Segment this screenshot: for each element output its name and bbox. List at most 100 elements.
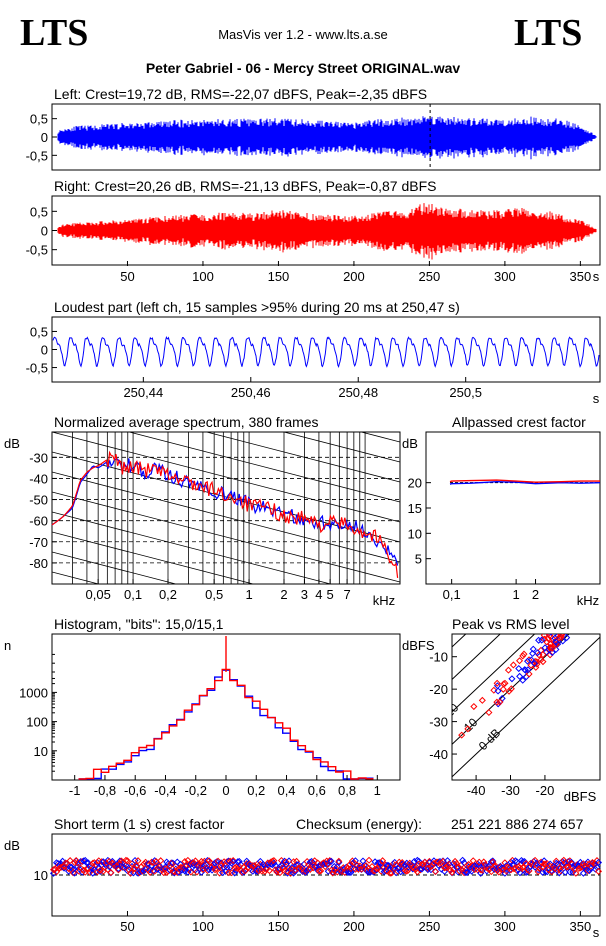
peak-rms-point: [519, 652, 527, 660]
crest-short-point: [424, 864, 432, 872]
crest-short-point: [167, 859, 175, 867]
crest-short-point: [410, 857, 418, 866]
crest-short-point: [187, 868, 195, 876]
crest-short-point: [282, 858, 290, 866]
spectrum-ytick-label: -30: [29, 450, 48, 465]
checksum-label: Checksum (energy):: [296, 816, 422, 832]
crest-short-point: [271, 862, 279, 870]
crest-short-point: [412, 865, 420, 873]
peak-rms-crest-label: 40: [404, 671, 424, 691]
peak-rms-xunit: dBFS: [564, 789, 597, 804]
crest-short-point: [285, 857, 293, 865]
crest-short-point: [471, 862, 479, 870]
spectrum-slope-line: [52, 672, 400, 762]
loudest-title: Loudest part (left ch, 15 samples >95% d…: [54, 299, 460, 315]
peak-rms-xtick-label: -30: [501, 783, 520, 798]
peak-rms-point: [529, 645, 537, 653]
peak-rms-point: [499, 685, 507, 693]
crest-short-point: [594, 867, 603, 875]
left-title: Left: Crest=19,72 dB, RMS=-22,07 dBFS, P…: [54, 86, 427, 102]
peak-rms-point: [505, 687, 513, 695]
crest-short-point: [279, 864, 287, 872]
loudest-xtick-label: 250,44: [123, 385, 163, 400]
peak-rms-point: [524, 666, 532, 674]
histogram-xtick-label: -0,8: [94, 783, 116, 798]
right-title: Right: Crest=20,26 dB, RMS=-21,13 dBFS, …: [54, 178, 436, 194]
crest-short-point: [114, 866, 122, 874]
crest-short-point: [576, 858, 584, 866]
peak-rms-xtick-label: -40: [467, 783, 486, 798]
histogram-right-series: [78, 668, 374, 780]
spectrum-ytick-label: -40: [29, 471, 48, 486]
histogram-xtick-label: -0,4: [154, 783, 176, 798]
crest-short-point: [157, 857, 165, 865]
loudest-xunit: s: [593, 391, 600, 406]
crest-short-point: [522, 859, 530, 868]
crest-short-point: [188, 859, 196, 867]
peak-rms-point: [458, 731, 466, 739]
spectrum-xtick-label: 0,2: [159, 587, 177, 602]
crest-short-point: [563, 863, 571, 871]
peak-rms-point: [538, 636, 546, 644]
peak-rms-title: Peak vs RMS level: [452, 616, 569, 632]
crest-short-point: [84, 859, 92, 867]
peak-rms-frame: [451, 633, 601, 781]
crest-short-point: [555, 864, 563, 872]
crest-short-xunit: s: [593, 925, 600, 940]
crest-short-xtick-label: 200: [343, 919, 365, 934]
crest-short-point: [347, 868, 355, 877]
crest-short-point: [561, 868, 569, 876]
crest-short-point: [365, 856, 373, 864]
histogram-xtick-label: 0: [222, 783, 229, 798]
histogram-ytick-label: 100: [26, 715, 48, 730]
crest-short-point: [386, 869, 394, 877]
crest-short-point: [261, 867, 269, 876]
right-xunit: s: [593, 269, 600, 284]
logo-right: LTS: [514, 12, 582, 54]
right-xtick-label: 150: [268, 269, 290, 284]
crest-short-point: [231, 869, 239, 877]
loudest-waveform: [52, 335, 600, 368]
crest-short-point: [489, 857, 497, 865]
peak-rms-point: [529, 649, 537, 658]
spectrum-slope-line: [52, 471, 400, 563]
crest-short-point: [142, 865, 150, 873]
crest-short-point: [265, 867, 273, 875]
spectrum-slope-line: [205, 432, 400, 483]
crest-short-ylabel: dB: [4, 838, 20, 853]
crest-short-point: [579, 869, 587, 877]
histogram-xtick-label: 0,8: [338, 783, 356, 798]
peak-rms-point: [539, 658, 547, 666]
crest-allpass-xtick-label: 0,1: [443, 587, 461, 602]
peak-rms-point: [540, 635, 548, 643]
crest-short-point: [335, 859, 343, 867]
spectrum-slope-line: [52, 551, 178, 584]
logo-left: LTS: [20, 12, 88, 54]
crest-short-point: [567, 858, 575, 866]
histogram-ytick-label: 10: [34, 744, 48, 759]
spectrum-xtick-label: 4: [315, 587, 322, 602]
peak-rms-point: [530, 659, 539, 668]
peak-rms-ytick-label: -40: [429, 747, 448, 762]
crest-short-point: [83, 859, 91, 867]
peak-rms-crest-label: 20: [442, 700, 462, 720]
peak-rms-point: [501, 679, 509, 687]
loudest-ytick-label: 0: [41, 343, 48, 358]
crest-short-point: [501, 869, 509, 877]
right-xtick-label: 300: [494, 269, 516, 284]
spectrum-slope-line: [52, 332, 400, 422]
peak-rms-point: [554, 640, 562, 648]
crest-allpass-left-series: [449, 480, 601, 485]
crest-short-point: [587, 864, 595, 872]
crest-short-point: [371, 858, 379, 866]
crest-short-point: [478, 866, 486, 874]
right-xtick-label: 100: [192, 269, 214, 284]
crest-allpass-ytick-label: 15: [408, 501, 422, 516]
crest-short-point: [445, 860, 453, 868]
crest-short-point: [439, 857, 447, 865]
spectrum-xtick-label: 2: [280, 587, 287, 602]
histogram-xtick-label: -0,6: [124, 783, 146, 798]
left-ytick-label: 0,5: [30, 112, 48, 127]
peak-rms-point: [515, 665, 523, 673]
